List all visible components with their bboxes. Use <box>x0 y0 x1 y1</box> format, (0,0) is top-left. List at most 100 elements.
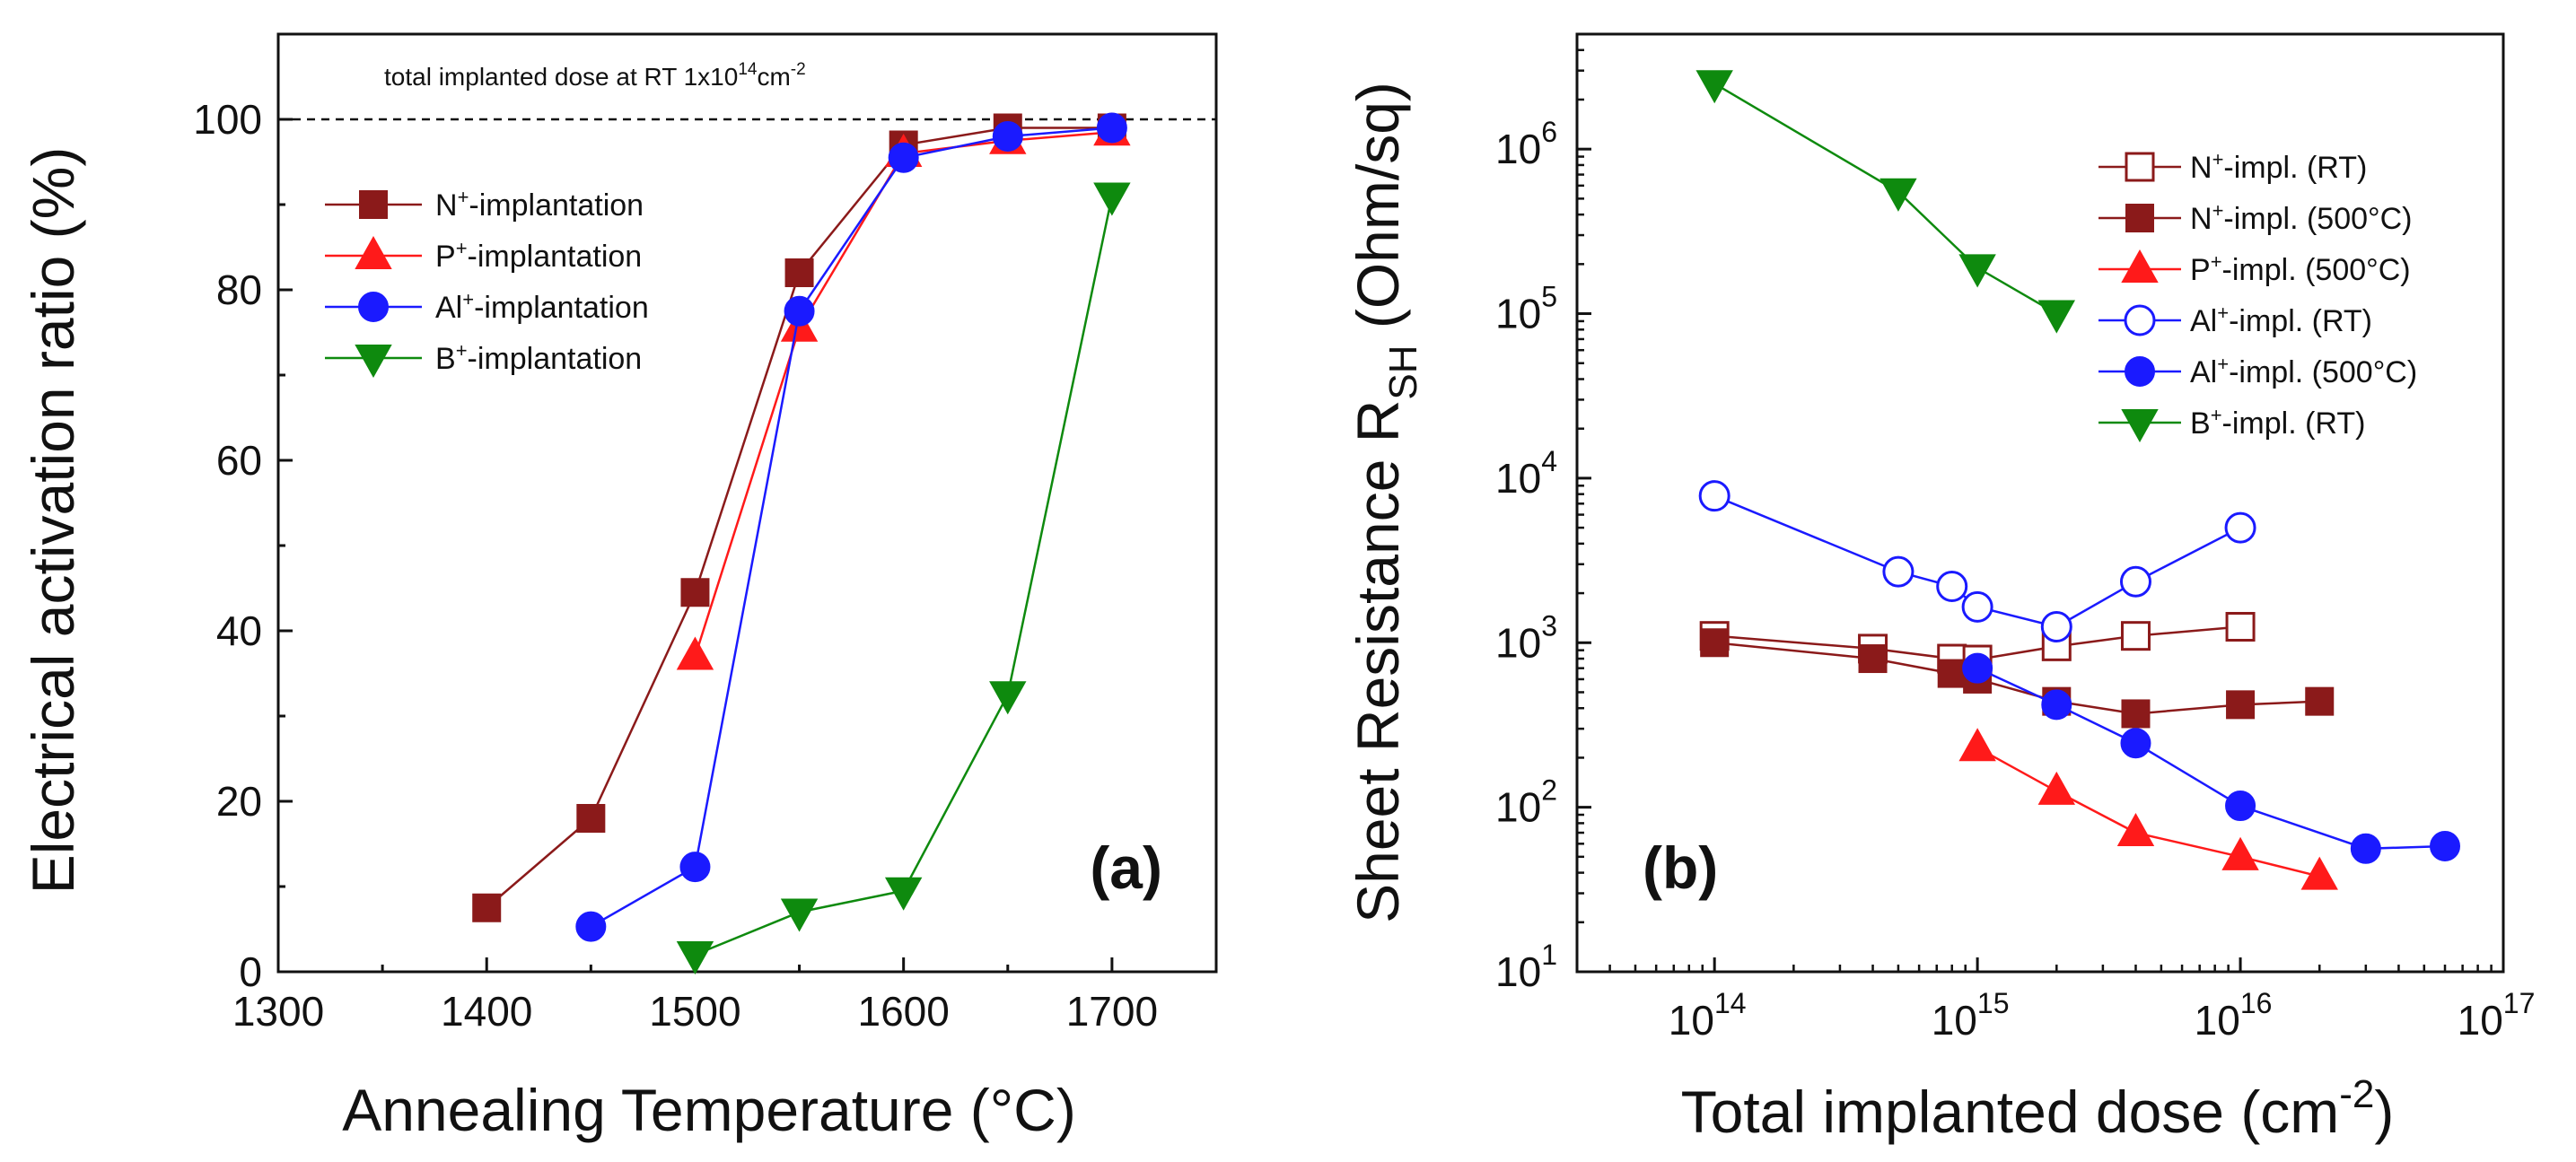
legend-marker <box>2121 249 2159 283</box>
panel-a-plot-frame <box>276 32 1218 974</box>
data-point <box>2225 611 2256 642</box>
legend-item-n-impl-rt: N+-impl. (RT) <box>2098 148 2367 185</box>
data-point <box>1695 70 1733 104</box>
data-point <box>576 804 606 833</box>
panel-a-label: (a) <box>1090 834 1162 901</box>
panel-b-x-axis: 1014 1015 1016 1017 <box>1575 957 2535 1044</box>
series-line <box>694 196 1114 957</box>
legend-marker <box>355 345 392 379</box>
series-line <box>590 127 1112 928</box>
panel-a-legend: N+-implantation P+-implantation Al+-implan… <box>325 186 649 379</box>
data-point <box>1961 590 1993 623</box>
data-point <box>1858 644 1888 674</box>
data-point <box>1936 570 1968 602</box>
data-point <box>888 142 919 173</box>
data-point <box>2037 300 2076 334</box>
x-tick-label: 1600 <box>857 988 949 1035</box>
data-point <box>884 877 923 911</box>
series-b-implantation <box>676 182 1131 975</box>
y-tick-label: 0 <box>239 948 262 995</box>
data-point <box>1882 555 1914 588</box>
x-tick-label: 1014 <box>1669 987 1747 1044</box>
data-point <box>992 121 1023 152</box>
data-point <box>1700 628 1730 658</box>
y-tick-label: 40 <box>216 607 262 654</box>
legend-label: B+-implantation <box>435 339 642 376</box>
y-tick-label: 60 <box>216 437 262 484</box>
legend-item-b-impl-rt: B+-impl. (RT) <box>2098 404 2365 443</box>
series-line <box>1976 747 2320 878</box>
legend-item-n-implantation: N+-implantation <box>325 186 644 223</box>
legend-label: Al+-impl. (RT) <box>2190 301 2372 338</box>
panel-a-activation-chart: 1300 1400 1500 1600 1700 0 20 40 60 80 100 N+-imp… <box>20 32 1218 1143</box>
legend-marker <box>2125 356 2155 387</box>
panel-b-y-axis-label: Sheet Resistance RSH (Ohm/sq) <box>1345 82 1425 923</box>
panel-b-legend: N+-impl. (RT) N+-impl. (500°C) P+-impl. (5… <box>2098 148 2417 443</box>
legend-label: N+-implantation <box>435 186 644 223</box>
legend-item-al-impl-rt: Al+-impl. (RT) <box>2098 301 2372 338</box>
legend-item-n-impl-500-c: N+-impl. (500°C) <box>2098 199 2413 236</box>
y-tick-label: 80 <box>216 266 262 313</box>
legend-marker <box>358 292 389 322</box>
legend-item-p-impl-500-c: P+-impl. (500°C) <box>2098 249 2411 287</box>
x-tick-label: 1400 <box>441 988 532 1035</box>
panel-b-y-axis: 101 102 103 104 105 106 <box>1495 32 1591 995</box>
legend-marker <box>2125 204 2154 232</box>
data-point <box>780 898 819 932</box>
data-point <box>2121 699 2151 729</box>
legend-marker <box>355 235 392 269</box>
data-point <box>2305 686 2335 716</box>
data-point <box>2040 610 2072 642</box>
panel-a-y-axis: 0 20 40 60 80 100 <box>193 32 293 995</box>
data-point <box>1958 728 1996 762</box>
legend-item-p-implantation: P+-implantation <box>325 235 642 274</box>
y-tick-label: 104 <box>1495 445 1557 502</box>
data-point <box>2041 689 2072 721</box>
data-point <box>1698 480 1730 512</box>
data-point <box>2225 791 2256 822</box>
data-point <box>679 852 711 883</box>
data-point <box>2430 831 2461 862</box>
y-tick-label: 103 <box>1495 609 1557 666</box>
data-point <box>1962 652 1993 684</box>
data-point <box>2226 690 2256 720</box>
data-point <box>2119 565 2151 598</box>
data-point <box>1879 178 1917 212</box>
data-point <box>2120 621 2151 651</box>
y-tick-label: 100 <box>193 96 262 143</box>
x-tick-label: 1500 <box>649 988 740 1035</box>
legend-marker <box>2121 409 2159 443</box>
legend-marker <box>2125 152 2155 182</box>
data-point <box>784 258 814 287</box>
legend-label: Al+-implantation <box>435 288 649 325</box>
data-point <box>676 941 714 975</box>
data-point <box>2350 833 2381 864</box>
panel-b-label: (b) <box>1643 834 1718 901</box>
y-tick-label: 101 <box>1495 939 1557 995</box>
panel-a-y-axis-label: Electrical activation ratio (%) <box>20 147 86 895</box>
legend-label: N+-impl. (500°C) <box>2190 199 2413 236</box>
y-tick-label: 106 <box>1495 116 1557 172</box>
data-point <box>2116 812 2155 847</box>
series-n-impl-500-c <box>1700 628 2335 729</box>
y-tick-label: 105 <box>1495 281 1557 337</box>
series-n-implantation <box>472 113 1126 922</box>
data-point <box>1096 112 1127 144</box>
data-point <box>2221 836 2259 870</box>
series-al-impl-rt <box>1698 480 2256 642</box>
data-point <box>989 681 1027 715</box>
data-point <box>472 893 502 922</box>
series-al-implantation <box>575 112 1127 942</box>
data-point <box>680 578 710 607</box>
legend-marker <box>2124 304 2156 336</box>
legend-item-b-implantation: B+-implantation <box>325 339 642 379</box>
panel-a-x-axis-label: Annealing Temperature (°C) <box>342 1077 1076 1143</box>
series-al-impl-500-c <box>1962 652 2461 864</box>
data-point <box>1937 659 1967 688</box>
x-tick-label: 1016 <box>2195 987 2273 1044</box>
legend-item-al-implantation: Al+-implantation <box>325 288 649 325</box>
y-tick-label: 20 <box>216 778 262 825</box>
x-tick-label: 1700 <box>1066 988 1158 1035</box>
data-point <box>2120 728 2151 759</box>
